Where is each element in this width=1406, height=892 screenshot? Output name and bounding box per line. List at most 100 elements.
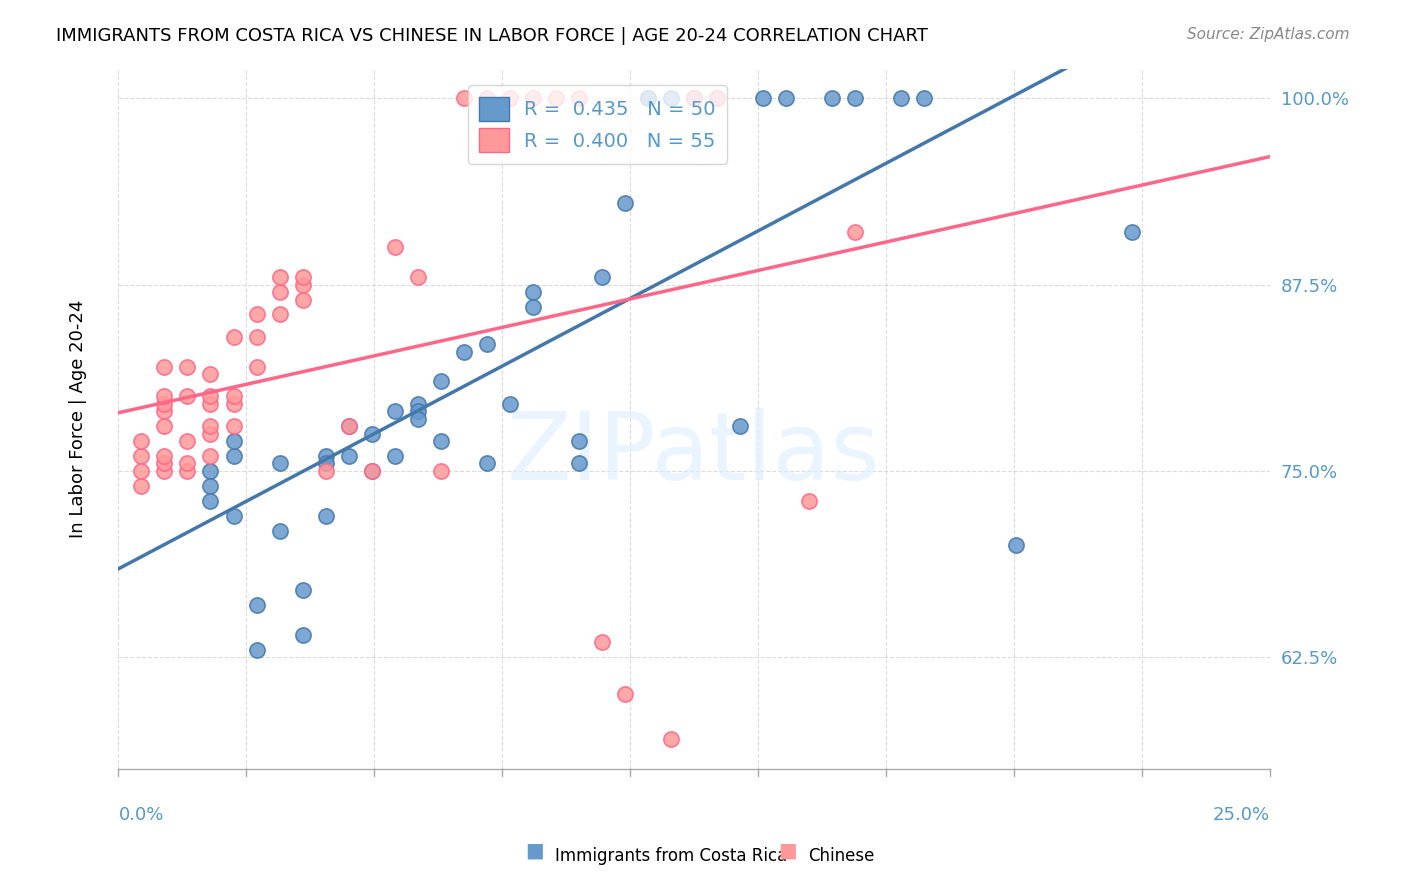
Point xyxy=(844,226,866,240)
Point xyxy=(384,449,406,463)
Point xyxy=(222,434,245,448)
Point xyxy=(568,434,591,448)
Point xyxy=(475,91,498,105)
Point xyxy=(1121,226,1143,240)
Point xyxy=(429,375,451,389)
Point xyxy=(659,732,682,747)
Point xyxy=(269,524,291,538)
Text: Source: ZipAtlas.com: Source: ZipAtlas.com xyxy=(1187,27,1350,42)
Point xyxy=(176,389,198,403)
Text: ▪: ▪ xyxy=(524,836,544,865)
Point xyxy=(406,411,429,425)
Point xyxy=(153,389,176,403)
Point xyxy=(245,642,267,657)
Point xyxy=(315,457,337,471)
Point xyxy=(245,330,267,344)
Point xyxy=(844,91,866,105)
Point xyxy=(269,270,291,285)
Point xyxy=(153,359,176,374)
Point xyxy=(544,91,567,105)
Point xyxy=(912,91,935,105)
Point xyxy=(269,285,291,299)
Point xyxy=(200,479,222,493)
Point xyxy=(200,419,222,434)
Text: Chinese: Chinese xyxy=(808,847,875,865)
Text: In Labor Force | Age 20-24: In Labor Force | Age 20-24 xyxy=(69,300,87,538)
Point xyxy=(153,464,176,478)
Point xyxy=(153,404,176,418)
Point xyxy=(429,434,451,448)
Point xyxy=(337,449,360,463)
Point xyxy=(222,508,245,523)
Point xyxy=(406,397,429,411)
Text: ZIPatlas: ZIPatlas xyxy=(508,408,880,500)
Point xyxy=(384,404,406,418)
Point xyxy=(337,419,360,434)
Point xyxy=(683,91,706,105)
Text: 0.0%: 0.0% xyxy=(118,806,163,824)
Point xyxy=(315,449,337,463)
Point xyxy=(591,270,613,285)
Point xyxy=(222,419,245,434)
Point xyxy=(821,91,844,105)
Point xyxy=(568,91,591,105)
Point xyxy=(200,493,222,508)
Point xyxy=(176,434,198,448)
Point xyxy=(337,419,360,434)
Point xyxy=(360,464,382,478)
Point xyxy=(406,404,429,418)
Point xyxy=(522,91,544,105)
Point xyxy=(291,583,314,598)
Point xyxy=(315,508,337,523)
Point xyxy=(131,479,153,493)
Point xyxy=(613,688,636,702)
Point xyxy=(637,91,659,105)
Point xyxy=(360,464,382,478)
Point xyxy=(775,91,797,105)
Point xyxy=(752,91,775,105)
Point xyxy=(659,91,682,105)
Point xyxy=(315,464,337,478)
Point xyxy=(360,426,382,441)
Point xyxy=(245,598,267,612)
Point xyxy=(222,449,245,463)
Point xyxy=(153,397,176,411)
Point xyxy=(499,397,522,411)
Point xyxy=(200,449,222,463)
Point xyxy=(200,367,222,381)
Point xyxy=(176,457,198,471)
Point xyxy=(384,240,406,254)
Text: ▪: ▪ xyxy=(778,836,797,865)
Point xyxy=(200,464,222,478)
Point xyxy=(591,635,613,649)
Point xyxy=(291,270,314,285)
Point xyxy=(153,457,176,471)
Point xyxy=(728,419,751,434)
Point xyxy=(475,457,498,471)
Point xyxy=(683,91,706,105)
Point xyxy=(799,493,821,508)
Point xyxy=(568,457,591,471)
Point xyxy=(453,344,475,359)
Point xyxy=(706,91,728,105)
Point xyxy=(1005,538,1028,552)
Point xyxy=(613,195,636,210)
Point xyxy=(153,449,176,463)
Point xyxy=(222,397,245,411)
Point xyxy=(245,307,267,321)
Point xyxy=(890,91,912,105)
Point xyxy=(131,449,153,463)
Point xyxy=(291,293,314,307)
Legend: R =  0.435   N = 50, R =  0.400   N = 55: R = 0.435 N = 50, R = 0.400 N = 55 xyxy=(468,86,727,164)
Point xyxy=(429,464,451,478)
Point xyxy=(269,457,291,471)
Point xyxy=(131,464,153,478)
Point xyxy=(269,307,291,321)
Point xyxy=(499,91,522,105)
Point xyxy=(222,389,245,403)
Point xyxy=(200,426,222,441)
Point xyxy=(176,464,198,478)
Point xyxy=(200,389,222,403)
Point xyxy=(176,359,198,374)
Point xyxy=(706,91,728,105)
